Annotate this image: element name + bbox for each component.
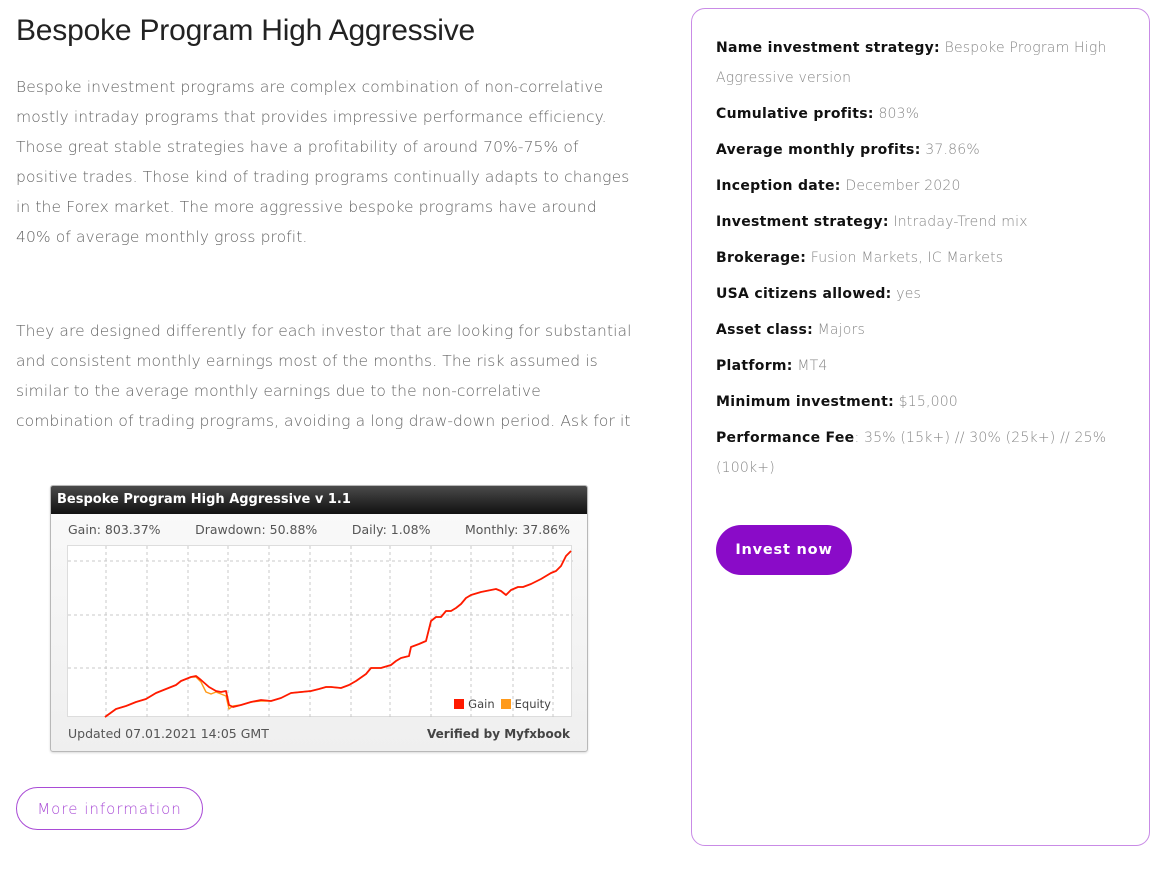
- info-row: Minimum investment: $15,000: [716, 387, 1136, 417]
- gain-line: [104, 550, 572, 718]
- stat-drawdown: Drawdown: 50.88%: [195, 522, 318, 537]
- info-row: Investment strategy: Intraday-Trend mix: [716, 207, 1136, 237]
- info-label: Name investment strategy:: [716, 40, 940, 56]
- gain-swatch-icon: [454, 699, 465, 709]
- info-row: Platform: MT4: [716, 351, 1136, 381]
- stat-gain: Gain: 803.37%: [68, 522, 161, 537]
- info-value: December 2020: [840, 178, 961, 194]
- updated-timestamp: Updated 07.01.2021 14:05 GMT: [68, 726, 269, 741]
- info-value: Majors: [812, 322, 865, 338]
- info-label: Average monthly profits:: [716, 142, 921, 158]
- verified-by-myfxbook-link[interactable]: Verified by Myfxbook: [427, 727, 570, 741]
- info-label: Cumulative profits:: [716, 106, 874, 122]
- info-label: Platform:: [716, 358, 793, 374]
- info-value: : 35% (15k+) // 30% (25k+) // 25% (100k+…: [716, 430, 1107, 476]
- strategy-info-list: Name investment strategy: Bespoke Progra…: [716, 33, 1136, 489]
- widget-stats: Gain: 803.37% Drawdown: 50.88% Daily: 1.…: [68, 522, 570, 537]
- info-row: Performance Fee: 35% (15k+) // 30% (25k+…: [716, 423, 1136, 483]
- info-row: Average monthly profits: 37.86%: [716, 135, 1136, 165]
- info-value: 803%: [873, 106, 920, 122]
- myfxbook-widget[interactable]: Bespoke Program High Aggressive v 1.1 Ga…: [50, 485, 588, 752]
- info-row: Name investment strategy: Bespoke Progra…: [716, 33, 1136, 93]
- chart-svg: [68, 546, 573, 718]
- info-label: Performance Fee: [716, 430, 855, 446]
- info-label: Investment strategy:: [716, 214, 889, 230]
- description-paragraph-2: They are designed differently for each i…: [16, 322, 632, 430]
- info-value: 37.86%: [920, 142, 980, 158]
- equity-line: [104, 550, 572, 718]
- legend-gain: Gain: [454, 697, 495, 711]
- info-label: Asset class:: [716, 322, 813, 338]
- info-value: $15,000: [893, 394, 958, 410]
- info-label: Inception date:: [716, 178, 841, 194]
- more-information-button[interactable]: More information: [16, 787, 203, 830]
- description-paragraph-1: Bespoke investment programs are complex …: [16, 78, 630, 246]
- info-row: Cumulative profits: 803%: [716, 99, 1136, 129]
- info-row: Inception date: December 2020: [716, 171, 1136, 201]
- page-title: Bespoke Program High Aggressive: [16, 14, 476, 47]
- equity-swatch-icon: [500, 699, 511, 709]
- info-value: Bespoke Program High Aggressive version: [716, 40, 1107, 86]
- legend-equity: Equity: [500, 697, 551, 711]
- info-row: USA citizens allowed: yes: [716, 279, 1136, 309]
- chart-legend: Gain Equity: [454, 697, 551, 711]
- widget-title: Bespoke Program High Aggressive v 1.1: [51, 486, 587, 514]
- invest-now-button[interactable]: Invest now: [716, 525, 852, 575]
- info-label: USA citizens allowed:: [716, 286, 892, 302]
- info-value: Intraday-Trend mix: [888, 214, 1028, 230]
- info-value: MT4: [792, 358, 828, 374]
- info-row: Brokerage: Fusion Markets, IC Markets: [716, 243, 1136, 273]
- info-label: Minimum investment:: [716, 394, 894, 410]
- strategy-info-card: Name investment strategy: Bespoke Progra…: [691, 8, 1150, 846]
- info-row: Asset class: Majors: [716, 315, 1136, 345]
- stat-monthly: Monthly: 37.86%: [465, 522, 570, 537]
- info-value: Fusion Markets, IC Markets: [806, 250, 1004, 266]
- stat-daily: Daily: 1.08%: [351, 522, 431, 537]
- info-value: yes: [891, 286, 922, 302]
- info-label: Brokerage:: [716, 250, 807, 266]
- gain-chart: Gain Equity: [67, 545, 573, 718]
